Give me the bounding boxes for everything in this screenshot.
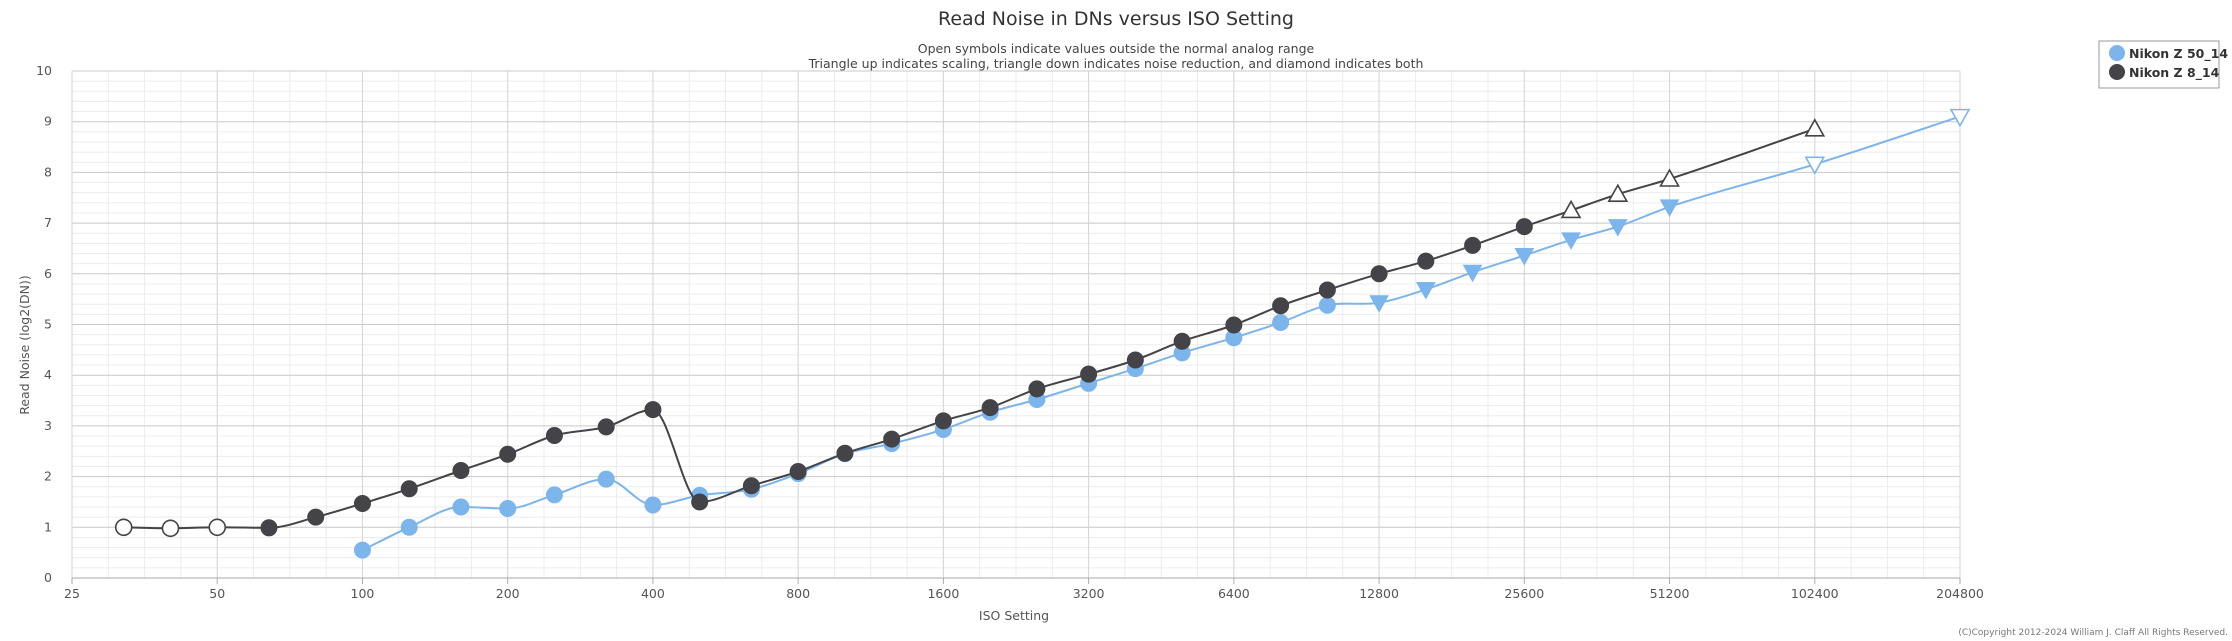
- data-point-circle[interactable]: [161, 519, 180, 538]
- data-point-circle[interactable]: [260, 519, 278, 537]
- data-point-triangle-down[interactable]: [1607, 219, 1628, 237]
- data-point-triangle-up[interactable]: [1804, 118, 1826, 137]
- data-point-circle[interactable]: [1173, 332, 1191, 350]
- series-nikon-z-50-14: [353, 108, 1971, 559]
- data-point-circle[interactable]: [644, 401, 662, 419]
- chart-subtitle-line-2: Triangle up indicates scaling, triangle …: [808, 56, 1424, 71]
- series-nikon-z-8-14: [114, 118, 1826, 538]
- data-point-triangle-down[interactable]: [1561, 232, 1581, 250]
- y-tick-label: 6: [44, 266, 52, 281]
- legend-item-nikon-z-8[interactable]: Nikon Z 8_14: [2109, 64, 2220, 81]
- y-tick-label: 1: [44, 519, 52, 534]
- data-point-circle[interactable]: [981, 399, 999, 417]
- data-point-triangle-down[interactable]: [1659, 199, 1680, 217]
- data-point-triangle-down[interactable]: [1415, 282, 1436, 300]
- data-point-triangle-up[interactable]: [1659, 168, 1680, 187]
- data-point-triangle-down[interactable]: [1369, 295, 1389, 313]
- x-tick-label: 100: [351, 586, 375, 601]
- x-axis-title: ISO Setting: [979, 608, 1049, 623]
- data-point-circle[interactable]: [307, 508, 325, 526]
- data-point-circle[interactable]: [208, 518, 227, 537]
- legend-marker-nikon-z-50: [2109, 45, 2125, 61]
- data-point-circle[interactable]: [400, 480, 418, 498]
- data-point-triangle-down[interactable]: [1804, 156, 1826, 175]
- data-point-circle[interactable]: [1318, 281, 1336, 299]
- x-tick-label: 12800: [1359, 586, 1399, 601]
- data-point-circle[interactable]: [1515, 218, 1533, 236]
- y-tick-label: 0: [44, 570, 52, 585]
- data-point-circle[interactable]: [742, 477, 760, 495]
- x-tick-label: 200: [496, 586, 520, 601]
- x-tick-label: 400: [641, 586, 665, 601]
- legend-label-nikon-z-50: Nikon Z 50_14: [2129, 46, 2228, 62]
- y-tick-label: 5: [44, 317, 52, 332]
- data-point-circle[interactable]: [400, 518, 418, 536]
- x-tick-label: 25: [64, 586, 80, 601]
- data-point-circle[interactable]: [691, 493, 709, 511]
- grid: [71, 70, 1961, 579]
- x-tick-label: 102400: [1791, 586, 1839, 601]
- series-line-nikon-z-8-14: [123, 127, 1816, 530]
- x-tick-label: 6400: [1218, 586, 1250, 601]
- x-tick-label: 25600: [1504, 586, 1544, 601]
- legend-label-nikon-z-8: Nikon Z 8_14: [2129, 65, 2220, 81]
- legend: Nikon Z 50_14 Nikon Z 8_14: [2098, 40, 2228, 89]
- data-point-triangle-up[interactable]: [1560, 199, 1582, 219]
- axes: 0 1 2 3 4 5 6 7 8 9 10 25 50 100 200 400 800 1600 3200 6400…: [36, 63, 1984, 601]
- y-axis-title: Read Noise (log2(DN)): [17, 275, 32, 415]
- data-point-circle[interactable]: [836, 444, 854, 462]
- data-point-circle[interactable]: [1028, 380, 1046, 398]
- data-point-circle[interactable]: [545, 427, 563, 445]
- data-point-circle[interactable]: [1272, 313, 1290, 331]
- y-tick-label: 8: [44, 164, 52, 179]
- data-point-circle[interactable]: [1272, 297, 1290, 315]
- data-point-circle[interactable]: [1318, 296, 1336, 314]
- data-point-circle[interactable]: [1126, 351, 1144, 369]
- data-point-circle[interactable]: [545, 486, 563, 504]
- x-tick-label: 51200: [1650, 586, 1690, 601]
- data-point-triangle-down[interactable]: [1949, 108, 1971, 128]
- data-point-circle[interactable]: [597, 470, 615, 488]
- y-tick-label: 7: [44, 215, 52, 230]
- x-tick-label: 1600: [927, 586, 959, 601]
- y-tick-label: 10: [36, 63, 52, 78]
- x-tick-label: 3200: [1073, 586, 1105, 601]
- data-point-triangle-down[interactable]: [1462, 264, 1483, 283]
- data-point-circle[interactable]: [114, 518, 133, 537]
- data-point-circle[interactable]: [353, 541, 371, 559]
- data-point-circle[interactable]: [1370, 265, 1388, 283]
- data-point-circle[interactable]: [499, 500, 517, 518]
- x-tick-label: 50: [209, 586, 225, 601]
- data-point-circle[interactable]: [452, 462, 470, 480]
- y-tick-label: 2: [44, 469, 52, 484]
- x-tick-label: 204800: [1936, 586, 1984, 601]
- y-tick-label: 9: [44, 114, 52, 129]
- y-tick-label: 3: [44, 418, 52, 433]
- data-point-circle[interactable]: [452, 498, 470, 516]
- copyright-credit: (C)Copyright 2012-2024 William J. Claff …: [1958, 628, 2228, 638]
- data-point-circle[interactable]: [934, 412, 952, 430]
- data-point-circle[interactable]: [1225, 316, 1243, 334]
- y-tick-label: 4: [44, 367, 52, 382]
- data-point-circle[interactable]: [644, 496, 662, 514]
- data-point-circle[interactable]: [1417, 252, 1435, 270]
- data-point-circle[interactable]: [353, 494, 371, 512]
- legend-marker-nikon-z-8: [2109, 64, 2125, 80]
- series: [114, 108, 1971, 559]
- data-point-circle[interactable]: [499, 445, 517, 463]
- legend-item-nikon-z-50[interactable]: Nikon Z 50_14: [2109, 45, 2228, 62]
- data-point-circle[interactable]: [1464, 236, 1482, 254]
- chart-title: Read Noise in DNs versus ISO Setting: [938, 8, 1294, 30]
- x-tick-label: 800: [786, 586, 810, 601]
- data-point-triangle-up[interactable]: [1607, 183, 1629, 203]
- data-point-circle[interactable]: [789, 463, 807, 481]
- data-point-triangle-down[interactable]: [1514, 248, 1535, 266]
- data-point-circle[interactable]: [597, 418, 615, 436]
- data-point-circle[interactable]: [883, 430, 901, 448]
- data-point-circle[interactable]: [1080, 365, 1098, 383]
- chart-subtitle-line-1: Open symbols indicate values outside the…: [918, 41, 1315, 56]
